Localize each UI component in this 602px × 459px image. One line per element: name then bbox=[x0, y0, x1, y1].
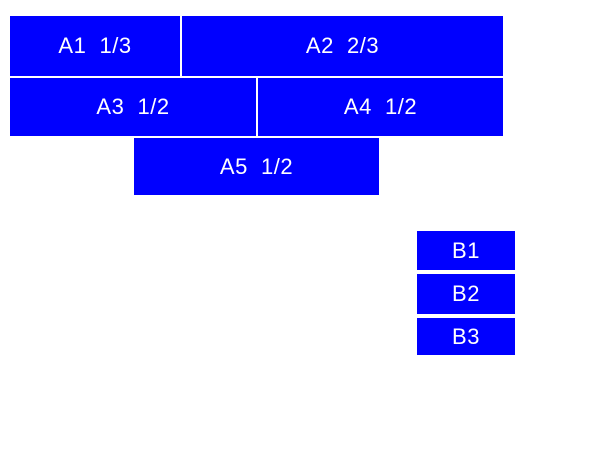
box-b2[interactable]: B2 bbox=[417, 274, 515, 314]
box-a1[interactable]: A1 1/3 bbox=[10, 16, 180, 76]
fraction-boxes-group-a: A1 1/3 A2 2/3 A3 1/2 A4 1/2 A5 1/2 bbox=[10, 16, 503, 195]
box-row-2: A3 1/2 A4 1/2 bbox=[10, 78, 503, 136]
box-row-3: A5 1/2 bbox=[10, 138, 503, 195]
box-a4[interactable]: A4 1/2 bbox=[258, 78, 503, 136]
box-b3[interactable]: B3 bbox=[417, 318, 515, 355]
box-a5[interactable]: A5 1/2 bbox=[134, 138, 379, 195]
box-row-1: A1 1/3 A2 2/3 bbox=[10, 16, 503, 76]
box-b1[interactable]: B1 bbox=[417, 231, 515, 270]
box-a3[interactable]: A3 1/2 bbox=[10, 78, 256, 136]
box-a2[interactable]: A2 2/3 bbox=[182, 16, 503, 76]
stacked-boxes-group-b: B1 B2 B3 bbox=[417, 231, 515, 355]
